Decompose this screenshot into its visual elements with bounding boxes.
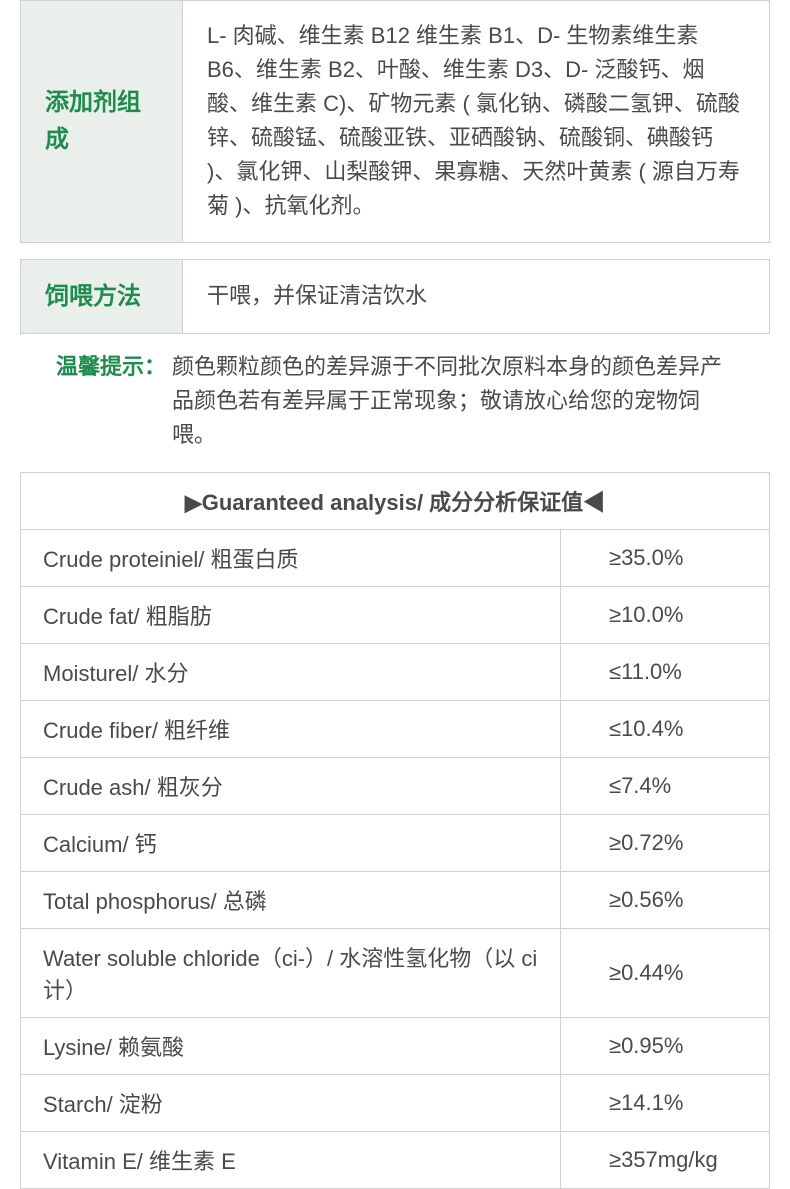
- analysis-header-row: ▶Guaranteed analysis/ 成分分析保证值◀: [21, 473, 770, 530]
- analysis-name: Moisturel/ 水分: [21, 644, 561, 701]
- additive-label: 添加剂组成: [21, 1, 183, 243]
- analysis-name: Water soluble chloride（ci-）/ 水溶性氢化物（以 ci…: [21, 929, 561, 1018]
- analysis-value: ≥357mg/kg: [561, 1132, 770, 1189]
- analysis-value: ≤11.0%: [561, 644, 770, 701]
- analysis-row: Moisturel/ 水分≤11.0%: [21, 644, 770, 701]
- analysis-value: ≥35.0%: [561, 530, 770, 587]
- table-row: 添加剂组成 L- 肉碱、维生素 B12 维生素 B1、D- 生物素维生素 B6、…: [21, 1, 770, 243]
- analysis-value: ≥0.72%: [561, 815, 770, 872]
- feeding-value: 干喂，并保证清洁饮水: [183, 259, 770, 333]
- analysis-row: Crude fat/ 粗脂肪≥10.0%: [21, 587, 770, 644]
- analysis-row: Starch/ 淀粉≥14.1%: [21, 1075, 770, 1132]
- analysis-header: ▶Guaranteed analysis/ 成分分析保证值◀: [21, 473, 770, 530]
- analysis-name: Calcium/ 钙: [21, 815, 561, 872]
- analysis-name: Crude fat/ 粗脂肪: [21, 587, 561, 644]
- analysis-row: Lysine/ 赖氨酸≥0.95%: [21, 1018, 770, 1075]
- analysis-name: Crude proteiniel/ 粗蛋白质: [21, 530, 561, 587]
- analysis-value: ≤10.4%: [561, 701, 770, 758]
- analysis-row: Crude proteiniel/ 粗蛋白质≥35.0%: [21, 530, 770, 587]
- analysis-name: Crude fiber/ 粗纤维: [21, 701, 561, 758]
- analysis-name: Vitamin E/ 维生素 E: [21, 1132, 561, 1189]
- additive-table: 添加剂组成 L- 肉碱、维生素 B12 维生素 B1、D- 生物素维生素 B6、…: [20, 0, 770, 243]
- tip-row: 温馨提示： 颜色颗粒颜色的差异源于不同批次原料本身的颜色差异产品颜色若有差异属于…: [20, 350, 770, 452]
- analysis-value: ≥14.1%: [561, 1075, 770, 1132]
- feeding-table: 饲喂方法 干喂，并保证清洁饮水: [20, 259, 770, 334]
- analysis-table: ▶Guaranteed analysis/ 成分分析保证值◀ Crude pro…: [20, 472, 770, 1189]
- analysis-name: Lysine/ 赖氨酸: [21, 1018, 561, 1075]
- analysis-name: Starch/ 淀粉: [21, 1075, 561, 1132]
- tip-label: 温馨提示：: [56, 350, 166, 452]
- analysis-row: Vitamin E/ 维生素 E≥357mg/kg: [21, 1132, 770, 1189]
- analysis-value: ≥10.0%: [561, 587, 770, 644]
- table-row: 饲喂方法 干喂，并保证清洁饮水: [21, 259, 770, 333]
- analysis-name: Crude ash/ 粗灰分: [21, 758, 561, 815]
- analysis-value: ≥0.95%: [561, 1018, 770, 1075]
- analysis-row: Crude fiber/ 粗纤维≤10.4%: [21, 701, 770, 758]
- analysis-row: Calcium/ 钙≥0.72%: [21, 815, 770, 872]
- analysis-name: Total phosphorus/ 总磷: [21, 872, 561, 929]
- analysis-row: Crude ash/ 粗灰分≤7.4%: [21, 758, 770, 815]
- analysis-value: ≥0.56%: [561, 872, 770, 929]
- analysis-row: Water soluble chloride（ci-）/ 水溶性氢化物（以 ci…: [21, 929, 770, 1018]
- feeding-label: 饲喂方法: [21, 259, 183, 333]
- analysis-row: Total phosphorus/ 总磷≥0.56%: [21, 872, 770, 929]
- additive-value: L- 肉碱、维生素 B12 维生素 B1、D- 生物素维生素 B6、维生素 B2…: [183, 1, 770, 243]
- tip-text: 颜色颗粒颜色的差异源于不同批次原料本身的颜色差异产品颜色若有差异属于正常现象；敬…: [172, 350, 734, 452]
- analysis-value: ≤7.4%: [561, 758, 770, 815]
- analysis-value: ≥0.44%: [561, 929, 770, 1018]
